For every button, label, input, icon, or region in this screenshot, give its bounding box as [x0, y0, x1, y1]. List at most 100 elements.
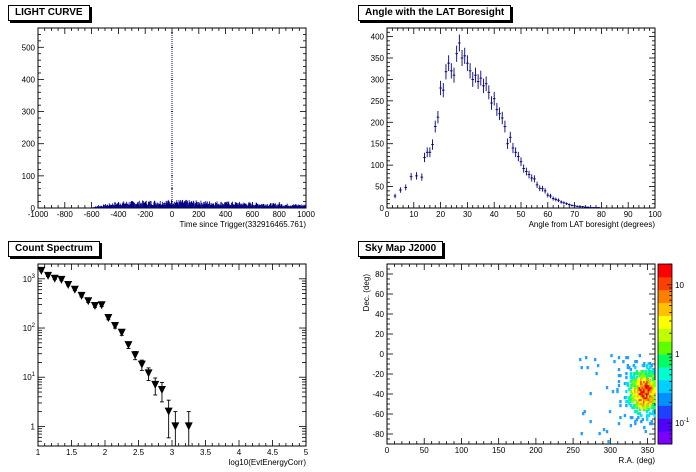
angle-point — [460, 49, 464, 67]
angle-point — [583, 206, 587, 208]
sky-map-cell — [647, 382, 650, 386]
angle-xtick-label-7: 70 — [570, 210, 579, 219]
sky-map-cell — [598, 432, 601, 436]
sky-map-cell — [641, 406, 644, 410]
count-spectrum-frame — [37, 263, 307, 447]
sky-map-cells — [579, 354, 656, 444]
sky-map-cell — [643, 372, 646, 376]
sky-map-cell — [643, 396, 646, 400]
sky-map-cell — [643, 380, 646, 384]
sky-map-cell — [623, 382, 627, 386]
light-curve-xtick-label-5: 0 — [170, 210, 175, 219]
sky-map-cell — [652, 390, 655, 394]
sky-map-colorbar: 10 1 10-1 — [657, 263, 690, 445]
sky-map-cell — [647, 380, 650, 384]
angle-ytick-label-3: 150 — [371, 140, 385, 149]
sky-map-cell — [635, 400, 639, 404]
sky-map-cell — [617, 374, 621, 378]
sky-map-cell — [641, 400, 644, 404]
sky-map-cell — [652, 378, 655, 382]
sky-map-cell — [638, 394, 642, 398]
sky-map-cell — [649, 402, 652, 406]
angle-xlabel: Angle from LAT boresight (degrees) — [529, 220, 656, 229]
sky-map-cell — [646, 380, 649, 384]
angle-point — [541, 185, 544, 192]
sky-map-cell — [634, 394, 637, 398]
sky-map-cell — [635, 390, 639, 394]
sky-map-cell — [635, 404, 639, 408]
count-spectrum-point — [124, 341, 133, 350]
sky-map-cell — [646, 414, 649, 418]
sky-map-cell — [652, 398, 655, 402]
sky-map-cell — [635, 360, 639, 364]
count-spectrum-xtick-label-3: 2.5 — [133, 448, 145, 457]
sky-map-cell — [640, 420, 643, 424]
sky-map-cell — [634, 396, 637, 400]
sky-map-cell — [650, 406, 653, 410]
sky-map-cell — [646, 416, 649, 420]
sky-map-cell — [641, 380, 644, 384]
sky-map-cell — [631, 378, 634, 382]
angle-point — [487, 85, 491, 100]
angle-point — [589, 207, 593, 209]
sky-map-cell — [632, 364, 636, 368]
sky-map-cell — [626, 382, 630, 386]
count-spectrum-xtick-label-8: 5 — [304, 448, 309, 457]
sky-map-cell — [650, 390, 653, 394]
light-curve-ytick-label-5: 500 — [22, 43, 36, 52]
sky-map-cell — [646, 376, 649, 380]
sky-map-cell — [653, 414, 656, 418]
count-spectrum-point — [90, 302, 99, 311]
angle-point — [495, 102, 499, 116]
sky-map-cell — [623, 396, 627, 400]
sky-map-cell — [644, 396, 647, 400]
sky-map-cell — [635, 396, 639, 400]
angle-point — [565, 202, 568, 206]
sky-map-cell — [646, 396, 649, 400]
sky-map-cell — [640, 406, 643, 410]
count-spectrum-point — [104, 313, 113, 322]
angle-point — [404, 184, 408, 191]
sky-map-cell — [637, 382, 640, 386]
sky-map-cell — [644, 430, 647, 434]
sky-map-cell — [637, 398, 640, 402]
sky-map-cell — [647, 398, 650, 402]
sky-map-ytick-label-4: 0 — [380, 350, 385, 359]
sky-map-cell — [649, 388, 652, 392]
sky-map-ytick-label-2: -40 — [372, 390, 384, 399]
sky-map-cell — [650, 374, 653, 378]
sky-map-cell — [629, 400, 633, 404]
sky-map-cell — [640, 396, 643, 400]
sky-map-cell — [641, 370, 644, 374]
angle-xtick-label-2: 20 — [436, 210, 445, 219]
count-spectrum-xtick-label-5: 3.5 — [200, 448, 212, 457]
sky-map-cell — [628, 398, 631, 402]
count-spectrum-xlabel: log10(EvtEnergyCorr) — [229, 458, 307, 467]
sky-map-cell — [644, 390, 647, 394]
sky-map-cell — [652, 410, 655, 414]
angle-point — [425, 147, 429, 158]
sky-map-cell — [647, 408, 650, 412]
sky-map-cell — [625, 356, 628, 360]
angle-point — [458, 34, 461, 52]
angle-point — [431, 139, 434, 150]
sky-map-cell — [617, 422, 621, 426]
angle-point — [508, 131, 512, 143]
sky-map-cell — [649, 390, 652, 394]
sky-map-cell — [629, 390, 633, 394]
colorbar-step — [658, 354, 672, 368]
sky-map-ytick-label-8: 80 — [375, 270, 384, 279]
sky-map-cell — [646, 394, 649, 398]
sky-map-cell — [650, 364, 653, 368]
sky-map-cell — [647, 374, 650, 378]
sky-map-xtick-label-1: 50 — [420, 446, 429, 455]
count-spectrum-point — [44, 271, 53, 280]
sky-map-cell — [632, 384, 636, 388]
sky-map-cell — [626, 384, 630, 388]
sky-map-cell — [631, 392, 634, 396]
sky-map-cell — [644, 408, 647, 412]
sky-map-cell — [634, 390, 637, 394]
light-curve-ytick-label-4: 400 — [22, 75, 36, 84]
count-spectrum-xtick-label-7: 4.5 — [267, 448, 279, 457]
sky-map-cell — [647, 394, 650, 398]
